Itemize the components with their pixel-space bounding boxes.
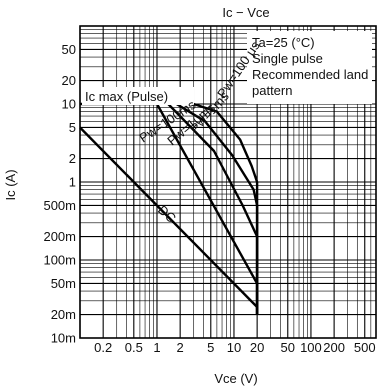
y-tick-label: 5: [69, 120, 76, 135]
y-tick-label: 200m: [43, 229, 76, 244]
y-tick-labels: 10m 20m 50m 100m 200m 500m 1 2 5 10 20 50: [43, 42, 76, 346]
x-tick-label: 50: [281, 340, 295, 355]
ic-max-annotation: Ic max (Pulse): [85, 89, 168, 104]
legend-line-1: Ta=25 (°C): [252, 35, 315, 50]
x-axis-label: Vce (V): [214, 371, 257, 386]
series-line-4: [193, 102, 259, 315]
y-tick-label: 10m: [51, 331, 76, 346]
y-axis-label: Ic (A): [3, 169, 18, 200]
legend-line-4: pattern: [252, 83, 292, 98]
legend-line-3: Recommended land: [252, 67, 368, 82]
y-tick-label: 10: [62, 97, 76, 112]
x-tick-label: 20: [250, 340, 264, 355]
y-tick-label: 20m: [51, 307, 76, 322]
chart-title: Ic − Vce: [222, 5, 269, 20]
legend-box: [247, 31, 372, 104]
x-tick-labels: 0.2 0.5 1 2 5 10 20 50 100 200 500: [94, 340, 375, 355]
y-tick-label: 20: [62, 73, 76, 88]
series-labels: DC Pw=100ms Pw=10ms Pw=1ms Pw=100 μs: [136, 38, 263, 226]
y-tick-label: 500m: [43, 198, 76, 213]
x-tick-label: 2: [177, 340, 184, 355]
y-tick-label: 50m: [51, 276, 76, 291]
x-tick-label: 0.2: [94, 340, 112, 355]
y-tick-label: 2: [69, 151, 76, 166]
y-tick-label: 1: [69, 175, 76, 190]
y-tick-label: 50: [62, 42, 76, 57]
x-tick-label: 0.5: [125, 340, 143, 355]
y-tick-label: 100m: [43, 253, 76, 268]
x-tick-label: 5: [207, 340, 214, 355]
plot-frame: [79, 25, 377, 339]
x-tick-label: 10: [227, 340, 241, 355]
ic-max-label-bg: [82, 87, 194, 105]
x-tick-label: 1: [153, 340, 160, 355]
x-tick-label: 100: [300, 340, 322, 355]
legend-line-2: Single pulse: [252, 51, 323, 66]
x-tick-label: 500: [354, 340, 376, 355]
x-tick-label: 200: [323, 340, 345, 355]
